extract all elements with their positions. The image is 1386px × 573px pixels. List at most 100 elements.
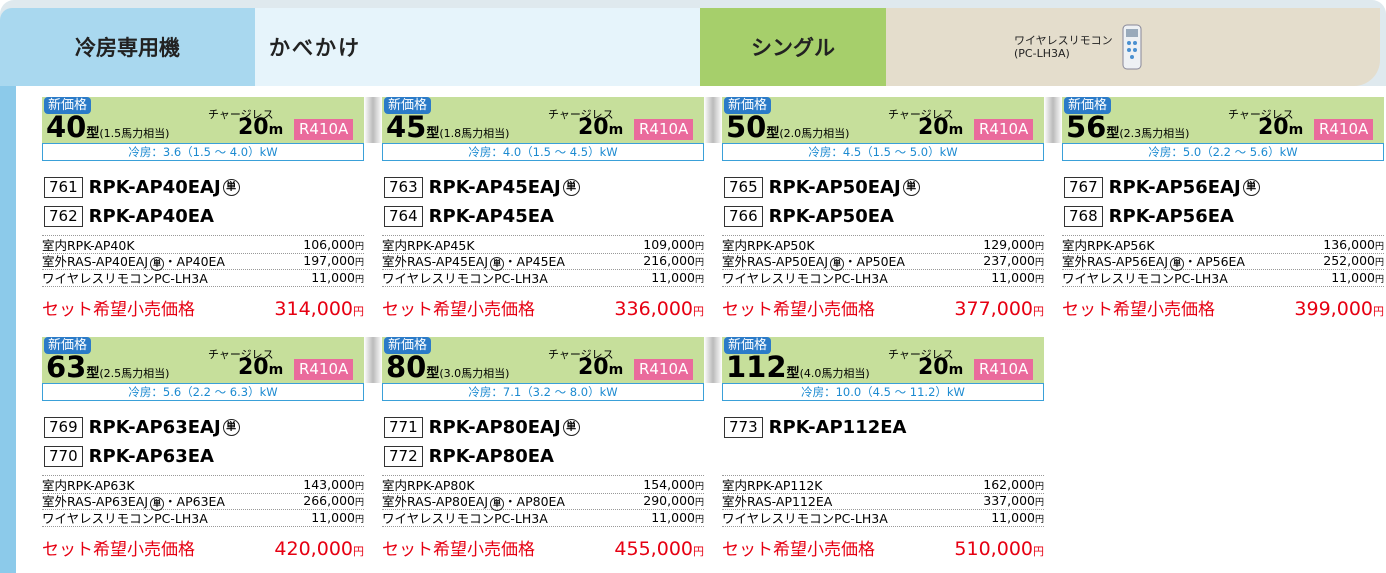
part-label: ワイヤレスリモコンPC-LH3A [722, 271, 888, 286]
part-price-group: 237,000円 [983, 253, 1044, 268]
total-price: 336,000 [614, 298, 693, 320]
part-price-group: 216,000円 [643, 253, 704, 268]
category: 冷房専用機 [75, 36, 180, 60]
part-price-group: 129,000円 [983, 237, 1044, 252]
total-price: 455,000 [614, 538, 693, 560]
horsepower: (2.0馬力相当) [779, 127, 850, 140]
part-label: 室外RAS-AP63EAJ [42, 493, 149, 509]
part-price: 129,000 [983, 237, 1035, 252]
part-label-group: 室外RAS-AP80EAJ 単・AP80EA [382, 491, 565, 511]
model-code: 770 [44, 446, 83, 467]
total-label: セット希望小売価格 [382, 300, 535, 320]
model-code: 764 [384, 206, 423, 227]
part-label-group: 室内RPK-AP40K [42, 235, 135, 254]
total-price: 510,000 [954, 538, 1033, 560]
part-price-group: 11,000円 [991, 510, 1044, 525]
model: 770 RPK-AP63EA [44, 446, 214, 467]
part-price-group: 11,000円 [311, 510, 364, 525]
cooling: 冷房：4.0（1.5 ～ 4.5）kW [382, 143, 704, 161]
cooling: 冷房：5.0（2.2 ～ 5.6）kW [1062, 143, 1384, 161]
product-card: 新価格 56型(2.3馬力相当) チャージレス 20m R410A 冷房：5.0（2.2 … [1062, 97, 1384, 333]
chargeless: チャージレス [888, 348, 954, 361]
part-price: 136,000 [1323, 237, 1375, 252]
part-price: 252,000 [1323, 253, 1375, 268]
remote-label: ワイヤレスリモコン [1014, 34, 1113, 47]
model-name: RPK-AP45EA [428, 206, 554, 227]
part-label2: ・AP40EA [164, 253, 225, 269]
horsepower: (1.5馬力相当) [99, 127, 170, 140]
total-price-group: 455,000円 [614, 538, 704, 560]
part-price-group: 106,000円 [303, 237, 364, 252]
part-unit: 円 [694, 258, 704, 268]
part-label-group: 室外RAS-AP40EAJ 単・AP40EA [42, 251, 225, 271]
refrigerant: R410A [974, 119, 1034, 140]
product-card: 新価格 50型(2.0馬力相当) チャージレス 20m R410A 冷房：4.5（1.5 … [722, 97, 1044, 333]
length: 20 [918, 355, 949, 380]
part-label-group: 室内RPK-AP63K [42, 475, 135, 494]
model: 772 RPK-AP80EA [384, 446, 554, 467]
part-label: 室内RPK-AP50K [722, 238, 815, 253]
part-label-group: 室外RAS-AP50EAJ 単・AP50EA [722, 251, 905, 271]
refrigerant: R410A [634, 359, 694, 380]
part-label: 室外RAS-AP40EAJ [42, 253, 149, 269]
model-name: RPK-AP40EA [88, 206, 214, 227]
total-unit: 円 [353, 545, 364, 558]
style: かべかけ [269, 36, 361, 60]
part-price-group: 11,000円 [651, 270, 704, 285]
part-unit: 円 [354, 482, 364, 492]
length-group: 20m [238, 355, 283, 380]
part-unit: 円 [694, 242, 704, 252]
badge: 新価格 [384, 337, 432, 354]
cooling: 冷房：4.5（1.5 ～ 5.0）kW [722, 143, 1044, 161]
part-label-group: ワイヤレスリモコンPC-LH3A [722, 508, 888, 527]
size-group: 40型(1.5馬力相当) [46, 112, 169, 142]
product-card: 新価格 112型(4.0馬力相当) チャージレス 20m R410A 冷房：10.0（4.… [722, 337, 1044, 573]
part-label: 室外RAS-AP50EAJ [722, 253, 829, 269]
part-unit: 円 [694, 275, 704, 285]
part-row: 室内RPK-AP112K 162,000円 [722, 475, 1044, 494]
size-group: 80型(3.0馬力相当) [386, 352, 509, 382]
part-row: 室内RPK-AP63K 143,000円 [42, 475, 364, 494]
part-unit: 円 [354, 242, 364, 252]
separator [364, 337, 382, 383]
length-unit: m [1288, 122, 1304, 138]
part-price: 237,000 [983, 253, 1035, 268]
badge: 新価格 [724, 97, 772, 114]
model: 768 RPK-AP56EA [1064, 206, 1234, 227]
type: シングル [751, 36, 835, 60]
remote-tab: ワイヤレスリモコン (PC-LH3A) [886, 8, 1380, 86]
part-price: 290,000 [643, 493, 695, 508]
part-price: 11,000 [651, 510, 695, 525]
total-row: セット希望小売価格 314,000円 [42, 295, 364, 320]
part-price: 216,000 [643, 253, 695, 268]
size-unit: 型 [86, 366, 100, 381]
total-unit: 円 [1033, 305, 1044, 318]
part-label: ワイヤレスリモコンPC-LH3A [722, 511, 888, 526]
part-label-group: ワイヤレスリモコンPC-LH3A [382, 268, 548, 287]
length: 20 [578, 355, 609, 380]
part-label-group: 室内RPK-AP50K [722, 235, 815, 254]
part-label-group: 室内RPK-AP56K [1062, 235, 1155, 254]
length: 20 [918, 115, 949, 140]
horsepower: (3.0馬力相当) [439, 367, 510, 380]
model-code: 766 [724, 206, 763, 227]
total-price: 420,000 [274, 538, 353, 560]
model: 766 RPK-AP50EA [724, 206, 894, 227]
part-label2: ・AP80EA [504, 493, 565, 509]
total-row: セット希望小売価格 510,000円 [722, 535, 1044, 560]
part-unit: 円 [354, 258, 364, 268]
model-name: RPK-AP80EAJ [428, 417, 561, 438]
size-group: 56型(2.3馬力相当) [1066, 112, 1189, 142]
part-row: 室外RAS-AP56EAJ 単・AP56EA 252,000円 [1062, 252, 1384, 271]
product-card: 新価格 63型(2.5馬力相当) チャージレス 20m R410A 冷房：5.6（2.2 … [42, 337, 364, 573]
part-unit: 円 [354, 498, 364, 508]
part-row: 室内RPK-AP80K 154,000円 [382, 475, 704, 494]
length-unit: m [268, 362, 284, 378]
part-price: 143,000 [303, 477, 355, 492]
part-price-group: 290,000円 [643, 493, 704, 508]
part-label-group: 室内RPK-AP112K [722, 475, 823, 494]
total-row: セット希望小売価格 420,000円 [42, 535, 364, 560]
total-row: セット希望小売価格 399,000円 [1062, 295, 1384, 320]
part-label-group: 室外RAS-AP63EAJ 単・AP63EA [42, 491, 225, 511]
total-label: セット希望小売価格 [1062, 300, 1215, 320]
